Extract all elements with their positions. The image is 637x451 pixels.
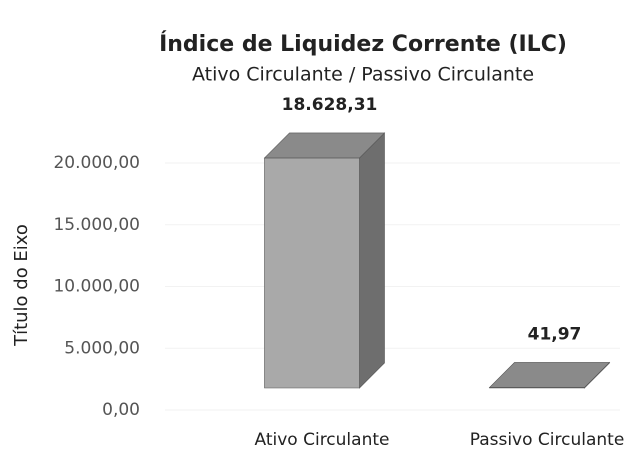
y-tick-label: 5.000,00 bbox=[64, 338, 140, 358]
bar bbox=[488, 361, 611, 389]
value-label: 18.628,31 bbox=[282, 95, 378, 115]
y-axis-label: Título do Eixo bbox=[11, 224, 32, 347]
bar bbox=[263, 132, 386, 389]
value-label: 41,97 bbox=[528, 324, 582, 344]
bar-side bbox=[359, 132, 385, 389]
y-tick-label: 15.000,00 bbox=[53, 215, 140, 235]
y-tick-label: 10.000,00 bbox=[53, 277, 140, 297]
bar-front bbox=[264, 157, 360, 389]
bar-top bbox=[263, 132, 386, 159]
y-tick-label: 20.000,00 bbox=[53, 153, 140, 173]
y-tick-label: 0,00 bbox=[102, 400, 140, 420]
chart-title: Índice de Liquidez Corrente (ILC) bbox=[159, 31, 567, 57]
chart-subtitle: Ativo Circulante / Passivo Circulante bbox=[192, 64, 534, 86]
x-tick-label: Passivo Circulante bbox=[470, 430, 625, 450]
bar-top bbox=[488, 362, 611, 388]
x-tick-label: Ativo Circulante bbox=[255, 430, 390, 450]
